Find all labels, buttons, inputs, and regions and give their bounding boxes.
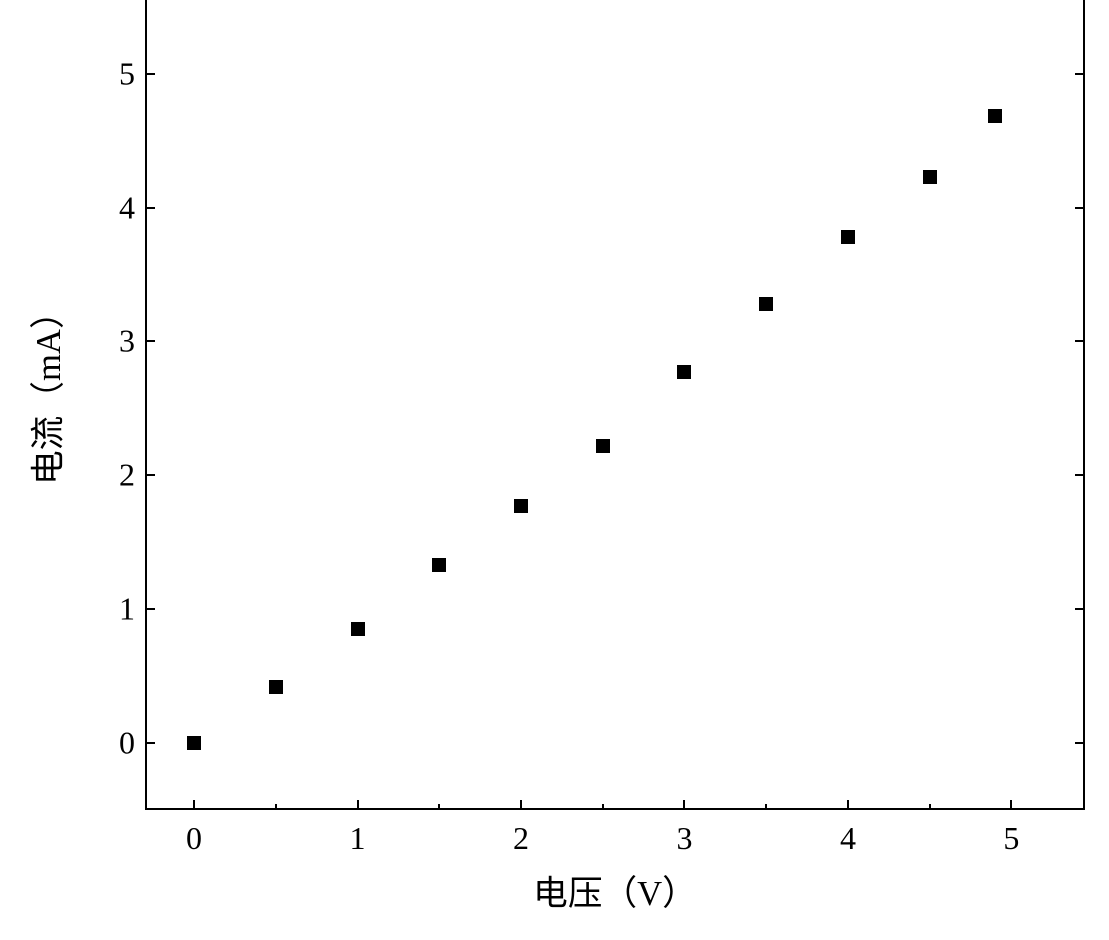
data-marker <box>841 230 855 244</box>
x-tick-minor <box>275 804 277 810</box>
y-tick-major-right <box>1075 207 1085 209</box>
x-tick-label: 1 <box>350 820 366 857</box>
y-tick-label: 2 <box>95 457 135 494</box>
x-tick-major <box>520 800 522 810</box>
y-tick-major-right <box>1075 608 1085 610</box>
y-tick-major-right <box>1075 73 1085 75</box>
y-tick-label: 4 <box>95 189 135 226</box>
y-tick-major-left <box>145 474 155 476</box>
data-marker <box>514 499 528 513</box>
y-tick-major-left <box>145 608 155 610</box>
data-marker <box>988 109 1002 123</box>
y-axis-label: 电流（mA） <box>20 325 70 485</box>
x-tick-major <box>847 800 849 810</box>
data-marker <box>596 439 610 453</box>
x-tick-label: 0 <box>186 820 202 857</box>
data-marker <box>187 736 201 750</box>
x-tick-major <box>683 800 685 810</box>
x-tick-label: 4 <box>840 820 856 857</box>
data-marker <box>759 297 773 311</box>
y-tick-major-left <box>145 340 155 342</box>
x-tick-major <box>1010 800 1012 810</box>
y-tick-major-right <box>1075 474 1085 476</box>
x-tick-minor <box>438 804 440 810</box>
y-tick-label: 0 <box>95 725 135 762</box>
y-tick-label: 1 <box>95 591 135 628</box>
x-tick-label: 3 <box>676 820 692 857</box>
data-marker <box>269 680 283 694</box>
plot-area <box>145 0 1085 810</box>
y-tick-major-left <box>145 742 155 744</box>
data-marker <box>677 365 691 379</box>
data-marker <box>923 170 937 184</box>
x-tick-minor <box>929 804 931 810</box>
y-tick-major-left <box>145 207 155 209</box>
y-tick-major-left <box>145 73 155 75</box>
x-tick-label: 2 <box>513 820 529 857</box>
chart-root: 电压（V） 电流（mA） 0 1 2 3 4 5 0 1 2 3 4 5 <box>0 0 1109 940</box>
y-tick-label: 3 <box>95 323 135 360</box>
x-axis-label: 电压（V） <box>533 865 697 915</box>
data-marker <box>432 558 446 572</box>
y-tick-major-right <box>1075 340 1085 342</box>
y-tick-label: 5 <box>95 55 135 92</box>
x-tick-major <box>357 800 359 810</box>
x-tick-minor <box>602 804 604 810</box>
x-tick-minor <box>765 804 767 810</box>
y-tick-major-right <box>1075 742 1085 744</box>
x-tick-label: 5 <box>1003 820 1019 857</box>
data-marker <box>351 622 365 636</box>
x-tick-major <box>193 800 195 810</box>
